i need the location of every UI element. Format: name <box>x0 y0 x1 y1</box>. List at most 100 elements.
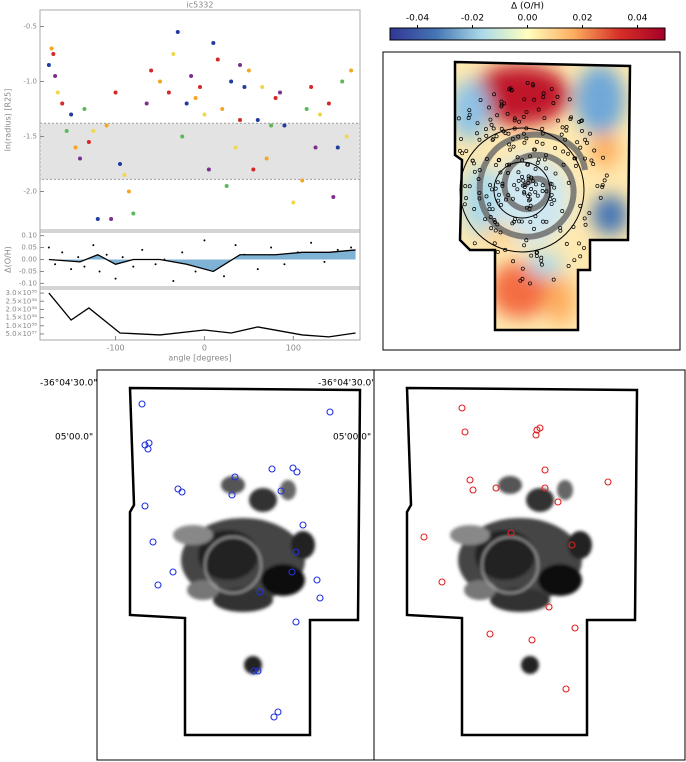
region-dot <box>588 131 592 136</box>
region-dot <box>525 162 530 167</box>
region-dot <box>477 168 482 173</box>
point <box>149 68 154 73</box>
region-dot <box>515 155 520 160</box>
region-dot <box>566 264 571 268</box>
point <box>198 85 202 89</box>
region-dot <box>524 136 529 141</box>
region-dot <box>528 281 532 286</box>
point <box>194 270 197 273</box>
region-dot <box>521 131 526 136</box>
region-dot <box>522 140 527 145</box>
point <box>55 90 60 95</box>
region-dot <box>467 108 472 113</box>
region-dot <box>589 158 594 163</box>
point <box>95 217 100 221</box>
point <box>60 101 65 106</box>
region-dot <box>540 189 545 193</box>
point <box>144 101 149 106</box>
region-dot <box>499 104 504 109</box>
region-dot <box>488 183 493 188</box>
region-dot <box>497 192 501 197</box>
region-dot <box>549 202 554 206</box>
region-dot <box>601 155 605 160</box>
region-dot <box>506 131 511 136</box>
region-dot <box>532 97 537 102</box>
region-dot <box>573 163 578 168</box>
point <box>69 112 74 117</box>
region-dot <box>458 148 462 153</box>
region-dot <box>472 207 477 211</box>
point <box>193 96 198 100</box>
region-dot <box>522 243 527 248</box>
region-dot <box>575 140 580 145</box>
region-dot <box>510 196 515 201</box>
region-dot <box>534 254 539 258</box>
region-dot <box>535 250 540 255</box>
point <box>54 263 57 266</box>
region-dot <box>540 183 545 188</box>
region-dot <box>512 126 517 131</box>
region-dot <box>551 101 556 106</box>
region-dot <box>541 91 546 96</box>
region-dot <box>472 241 477 246</box>
region-dot <box>483 217 488 222</box>
point <box>304 107 309 111</box>
colorbar <box>389 27 666 41</box>
point <box>291 200 296 205</box>
point <box>73 145 78 150</box>
region-dot <box>493 228 498 233</box>
region-dot <box>531 179 535 184</box>
point <box>131 211 136 216</box>
point <box>238 63 242 67</box>
line <box>48 249 356 273</box>
point <box>64 129 69 133</box>
band <box>39 122 361 180</box>
region-dot <box>578 145 583 150</box>
region-dot <box>598 195 603 200</box>
region-dot <box>522 183 527 188</box>
region-dot <box>484 157 489 161</box>
region-dot <box>456 116 461 121</box>
region-dot <box>544 153 548 158</box>
dec-label: -36°04'30.0" <box>318 379 375 389</box>
x-tick-label: 0 <box>202 344 207 353</box>
dec-label: 05'00.0" <box>333 433 371 443</box>
region-dot <box>477 196 482 201</box>
region-dot <box>506 193 511 198</box>
region-dot <box>528 203 533 208</box>
region-dot <box>497 157 502 162</box>
region-dot <box>510 221 515 226</box>
colorbar-tick-label: -0.02 <box>461 14 484 24</box>
map-points <box>456 80 609 286</box>
region-dot <box>533 190 538 195</box>
region-dot <box>532 147 537 152</box>
region-dot <box>529 187 534 191</box>
y-tick-label: -0.05 <box>19 267 37 275</box>
dec-label: 05'00.0" <box>55 433 93 443</box>
spiral <box>476 131 588 240</box>
region-dot <box>517 119 522 124</box>
region-dot <box>583 222 588 227</box>
region-dot <box>521 178 526 183</box>
region-dot <box>560 125 565 130</box>
region-dot <box>563 137 568 142</box>
point <box>203 239 206 242</box>
point <box>234 244 237 247</box>
region-dot <box>592 148 597 153</box>
point <box>78 156 82 161</box>
region-dot <box>567 97 572 102</box>
region-dot <box>516 178 521 183</box>
point <box>126 189 131 194</box>
point <box>340 79 345 84</box>
region-dot <box>494 134 499 139</box>
point <box>350 246 353 249</box>
region-dot <box>507 142 512 147</box>
region-dot <box>558 228 563 233</box>
point <box>175 30 180 34</box>
point <box>336 248 339 251</box>
point <box>270 246 273 249</box>
point <box>206 167 211 172</box>
region-dot <box>553 171 558 176</box>
x-tick-label: 100 <box>286 344 301 353</box>
